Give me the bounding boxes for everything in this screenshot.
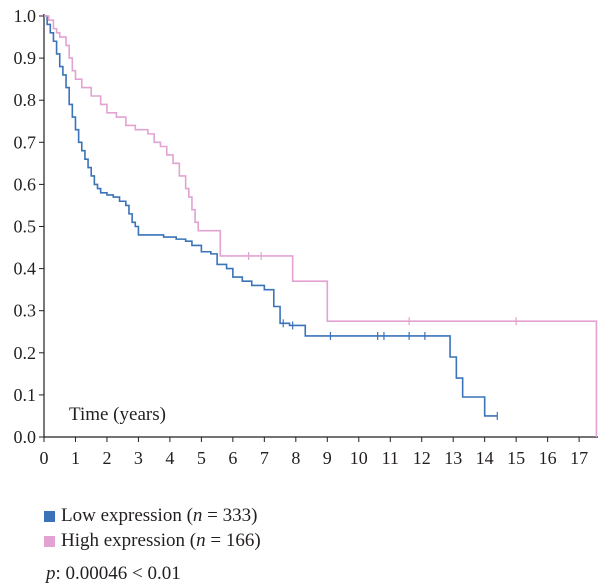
legend-item-low: Low expression (n = 333) [44,505,257,527]
x-tick-label: 16 [539,448,557,468]
x-tick-label: 6 [228,448,237,468]
x-tick-label: 1 [71,448,80,468]
legend-item-high: High expression (n = 166) [44,530,261,552]
low-expression-curve [44,15,498,417]
y-tick-label: 0.0 [14,427,37,447]
legend-n-low-label: n [192,505,203,526]
x-tick-label: 4 [165,448,174,468]
x-tick-label: 11 [382,448,399,468]
x-tick-label: 2 [102,448,111,468]
y-tick-label: 0.3 [14,301,37,321]
x-tick-label: 9 [323,448,332,468]
legend-n-low-value: 333 [222,505,252,526]
y-tick-label: 0.4 [14,259,37,279]
x-axis-label: Time (years) [69,404,166,425]
x-tick-label: 17 [570,448,588,468]
x-tick-label: 15 [507,448,525,468]
x-tick-label: 3 [134,448,143,468]
x-tick-label: 8 [291,448,300,468]
x-tick-label: 13 [444,448,462,468]
legend-label-high: High expression [61,530,186,551]
km-chart: 0.00.10.20.30.40.50.60.70.80.91.00 1 2 3 4 5 6… [14,6,598,468]
p-value-annotation: p: 0.00046 < 0.01 [46,563,181,585]
y-tick-label: 0.9 [14,48,37,68]
legend-label-low: Low expression [61,505,182,526]
y-tick-label: 0.1 [14,385,37,405]
high-expression-curve [44,15,598,437]
x-tick-label: 14 [476,448,494,468]
y-tick-label: 1.0 [14,6,37,26]
x-tick-label: 5 [197,448,206,468]
legend-n-high-value: 166 [225,530,255,551]
axes: 0.00.10.20.30.40.50.60.70.80.91.00 1 2 3 4 5 6… [14,6,598,468]
legend-swatch-low [44,510,55,522]
y-tick-label: 0.6 [14,174,37,194]
x-tick-label: 10 [350,448,368,468]
x-tick-label: 12 [413,448,431,468]
y-tick-label: 0.2 [14,343,37,363]
curves [44,15,598,437]
x-tick-label: 7 [260,448,269,468]
y-tick-label: 0.5 [14,217,37,237]
p-value-text: : 0.00046 < 0.01 [55,563,181,584]
legend-swatch-high [44,535,55,547]
p-value-label: p [46,563,56,584]
y-tick-label: 0.8 [14,90,37,110]
x-tick-label: 0 [40,448,49,468]
y-tick-label: 0.7 [14,132,37,152]
legend-n-high-label: n [196,530,206,551]
